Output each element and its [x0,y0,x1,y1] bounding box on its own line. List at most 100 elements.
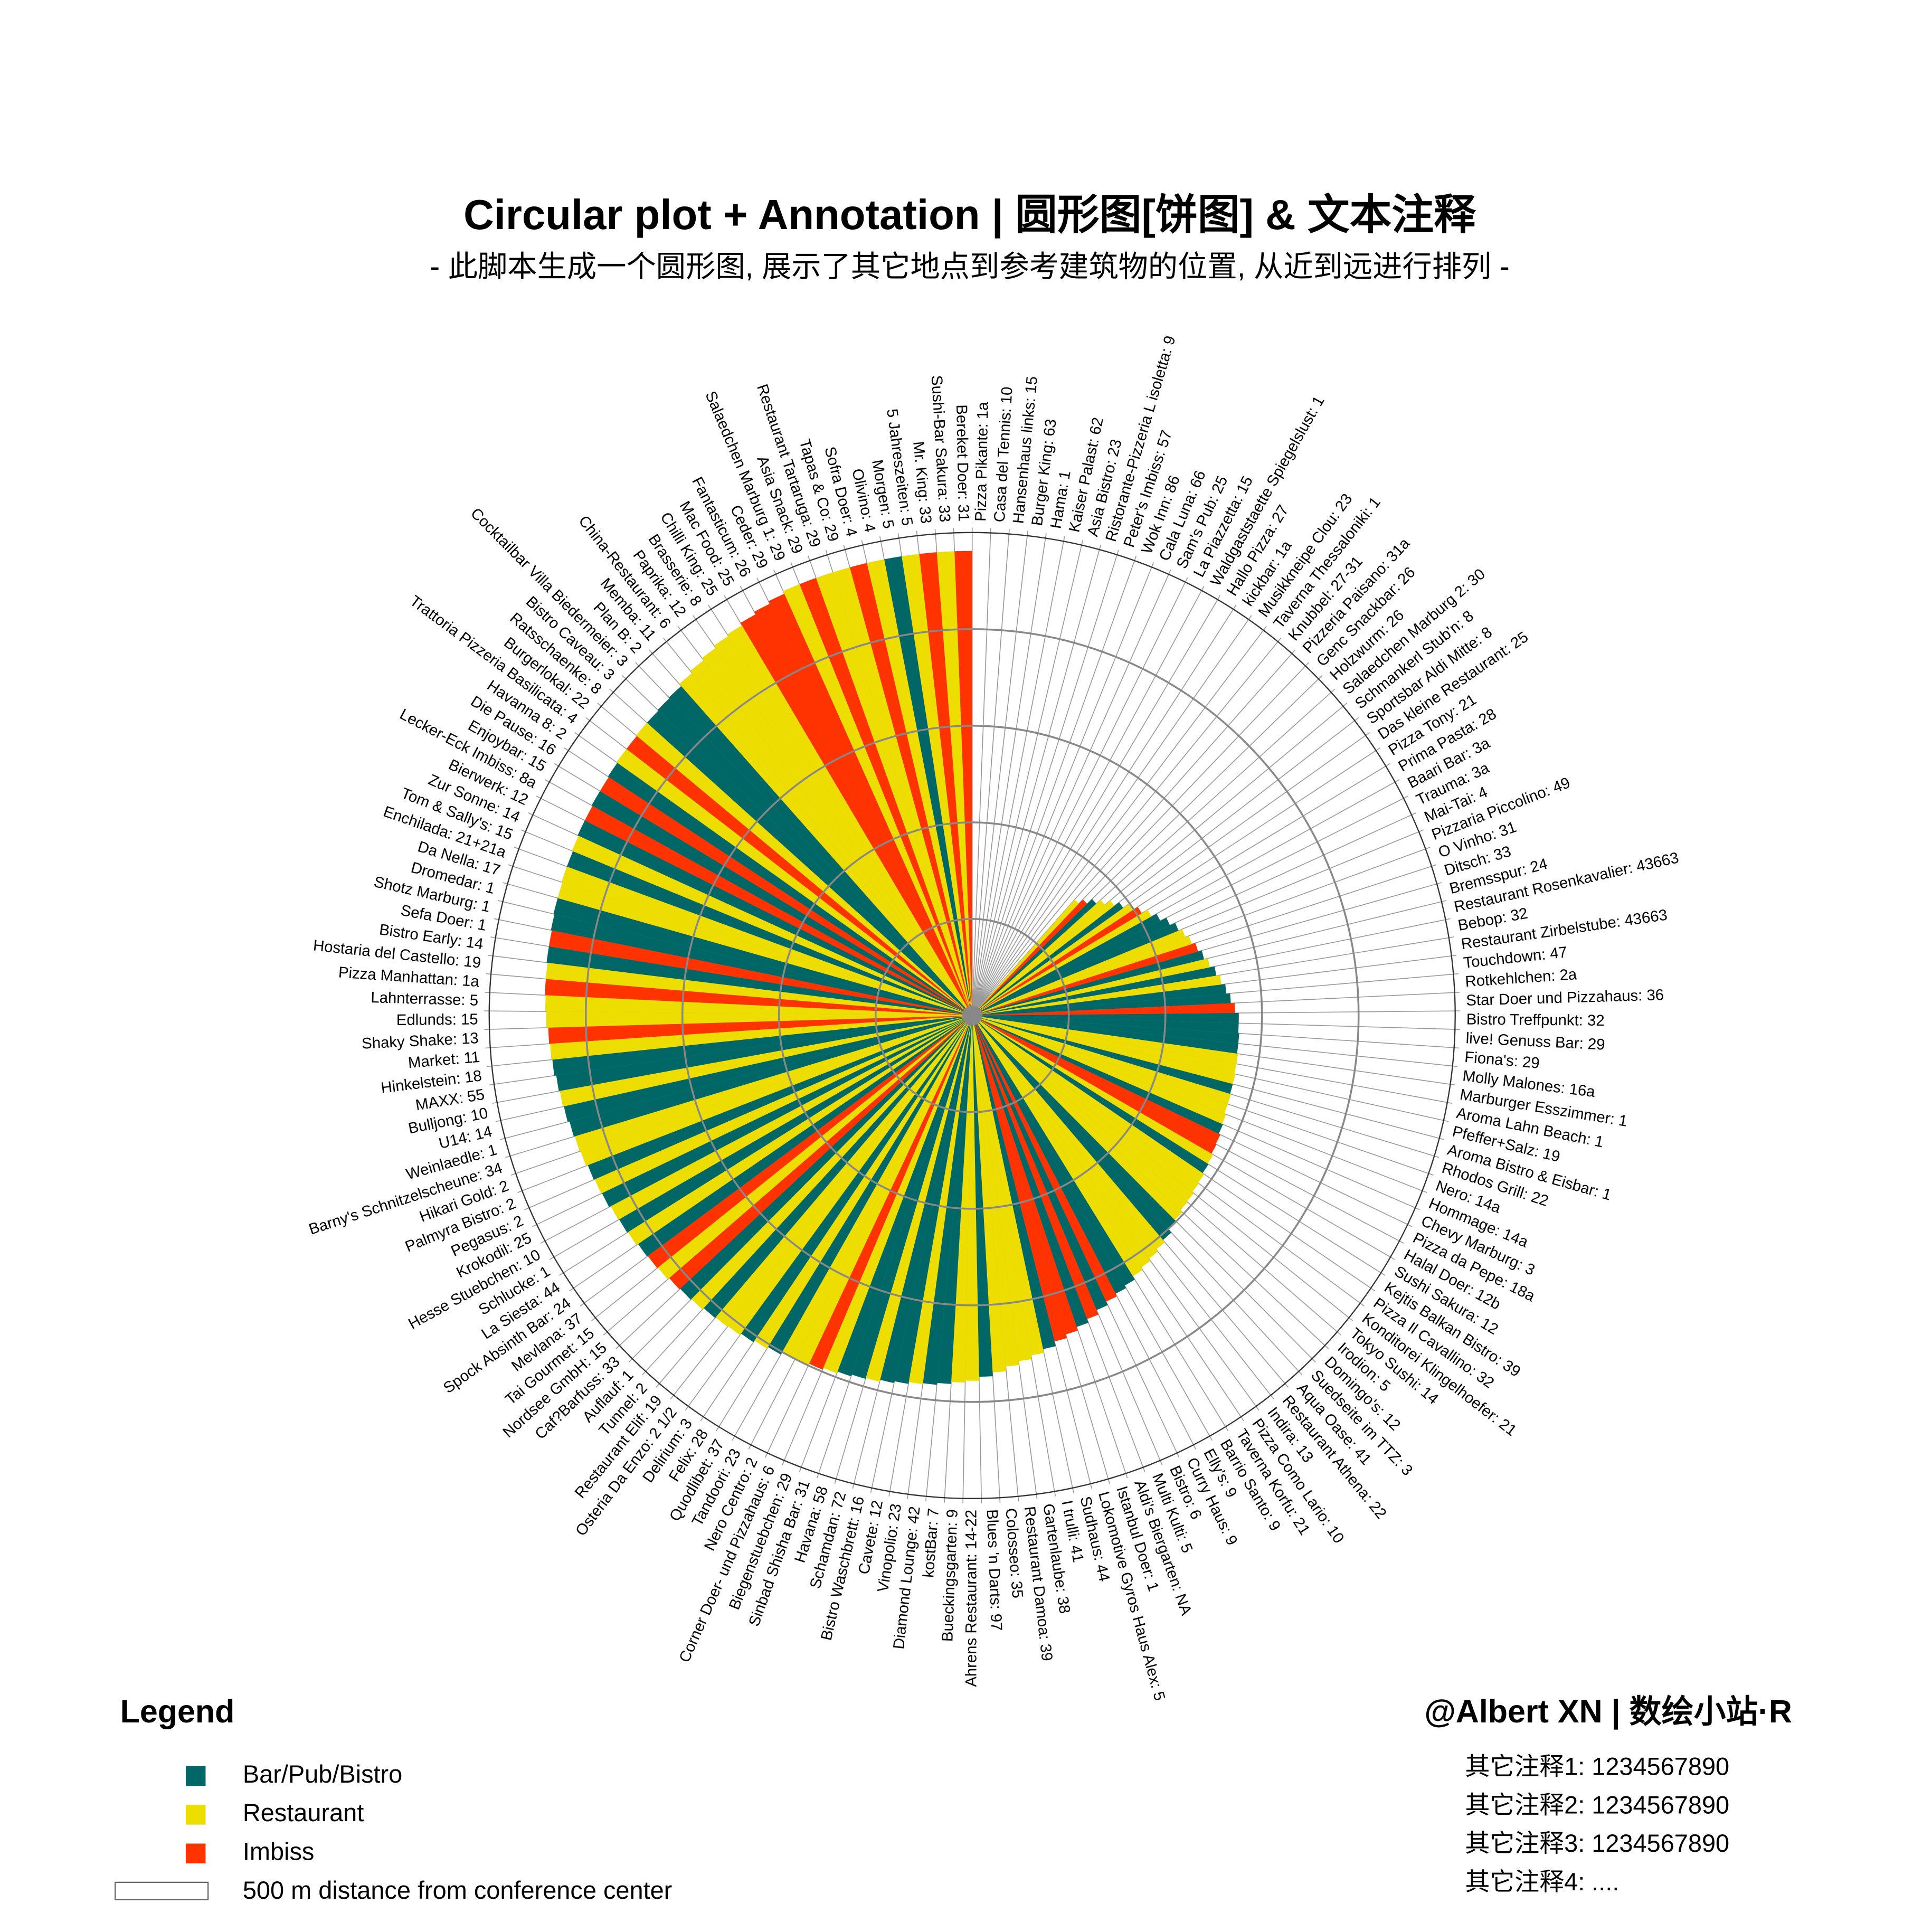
bar [972,1015,1233,1094]
bar [972,1015,1177,1230]
spoke [693,615,973,1016]
bar [972,1015,1217,1154]
bar [647,711,972,1016]
bar [972,1015,1158,1259]
bar [972,1015,1032,1361]
spoke [748,1015,973,1450]
bar [972,1015,1067,1342]
bar [768,1015,972,1355]
bar [544,979,972,1016]
bar [574,1015,972,1152]
bar [972,1015,1099,1319]
bar [669,686,972,1016]
bar [972,900,1115,1016]
bar [580,1015,972,1166]
grid-ring [778,821,1167,1210]
bar [972,1015,1135,1286]
bar [783,584,972,1016]
bar [972,899,1097,1016]
bar [626,736,972,1016]
spoke [972,604,1237,1016]
bar [648,1015,972,1268]
bar [919,552,972,1016]
bar [715,1015,972,1327]
spoke [782,1015,973,1465]
bar [552,1015,972,1076]
category-label: Bistro Treffpunkt: 32 [1466,1011,1605,1029]
spoke [971,528,991,1016]
bar [972,1015,1151,1268]
spoke [971,536,1065,1016]
bar [923,1015,972,1385]
bar [572,836,972,1016]
bar [577,820,972,1016]
spoke [971,555,1137,1016]
bar [972,1015,1205,1183]
bar [602,1015,972,1207]
bar [972,902,1123,1016]
legend-swatch [185,1766,206,1786]
bar [714,636,972,1016]
bar [611,1015,972,1220]
bar [972,1015,1214,1164]
bar [740,614,972,1016]
bar [972,1015,1117,1302]
bar [741,1015,972,1342]
bar [972,1015,1239,1044]
bar [972,1015,1182,1220]
bar [690,660,972,1016]
bar [561,866,972,1016]
bar [616,749,972,1016]
bar [972,1003,1235,1016]
category-label: Pizza Pikante: 1a [972,401,991,522]
bar [704,1015,972,1318]
bar [972,1015,1044,1356]
bar [679,673,972,1016]
bar [600,777,972,1016]
bar [972,904,1133,1016]
grid-ring [874,918,1070,1113]
bar [866,1015,972,1382]
chart-title: Circular plot + Annotation | 圆形图[饼图] & 文… [463,191,1476,239]
spoke [972,812,1416,1016]
plot [484,527,1461,1504]
spoke [971,562,1154,1016]
bar [799,577,972,1016]
bar [972,1015,1007,1372]
chart-subtitle: - 此脚本生成一个圆形图, 展示了其它地点到参考建筑物的位置, 从近到远进行排列… [430,250,1509,283]
bar [658,1015,972,1280]
grid-ring [681,725,1263,1306]
bar [972,913,1161,1016]
category-label: Lahnterrasse: 5 [371,989,479,1009]
bar [564,1015,972,1122]
spoke [972,717,1359,1016]
spoke [972,595,1221,1016]
bar [619,1015,972,1233]
bar [816,572,972,1016]
bar [832,567,972,1016]
bar [657,698,972,1016]
bar [972,1015,1238,1064]
bar [972,907,1142,1016]
bar [972,1015,1165,1249]
bar [608,763,972,1016]
bar [972,943,1198,1016]
bar [972,1015,1056,1349]
spoke [971,550,1119,1016]
note: 其它注释2: 1234567890 [1465,1791,1730,1819]
bar [951,1015,972,1383]
bar [972,950,1204,1016]
bar [728,1015,972,1336]
bar [560,1015,972,1107]
spoke [972,795,1408,1016]
spoke [971,533,1047,1016]
bar [546,946,972,1016]
bar [867,559,972,1016]
grid-ring [488,532,1456,1500]
bar [548,930,972,1016]
bar [591,791,972,1016]
note: 其它注释4: .... [1465,1868,1620,1896]
spoke [971,570,1171,1016]
spoke [971,577,1188,1016]
